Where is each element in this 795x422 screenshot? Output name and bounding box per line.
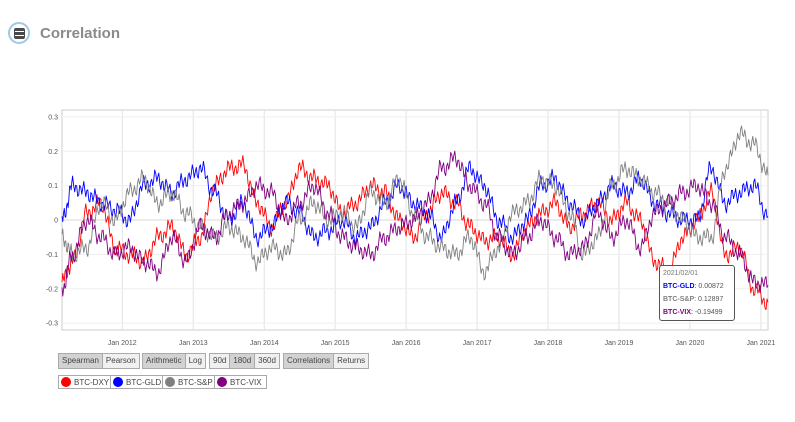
legend-label: BTC-GLD	[126, 377, 162, 387]
x-tick-label: Jan 2015	[321, 340, 350, 347]
x-tick-label: Jan 2016	[392, 340, 421, 347]
legend-label: BTC-S&P	[178, 377, 213, 387]
x-tick-label: Jan 2021	[746, 340, 775, 347]
tooltip-series-label: BTC-VIX	[663, 309, 691, 316]
log-button[interactable]: Log	[188, 356, 202, 365]
x-tick-label: Jan 2012	[108, 340, 137, 347]
window-360d-button[interactable]: 360d	[258, 356, 276, 365]
legend-label: BTC-VIX	[230, 377, 262, 387]
y-tick-label: -0.2	[46, 286, 58, 293]
series-line-btc-vix	[61, 150, 769, 297]
window-toggle: 90d 180d 360d	[209, 353, 280, 369]
spearman-button[interactable]: Spearman	[59, 354, 103, 368]
tooltip-value: 0.00872	[698, 283, 724, 290]
tooltip-value: 0.12897	[698, 296, 724, 303]
tooltip-series-label: BTC-S&P	[663, 296, 695, 303]
chart-tooltip: 2021/02/01 BTC-GLD: 0.00872 BTC-S&P: 0.1…	[659, 265, 735, 321]
y-tick-label: 0.3	[48, 114, 58, 121]
legend-item-btc-dxy[interactable]: BTC-DXY	[58, 375, 115, 389]
y-tick-label: -0.3	[46, 321, 58, 328]
correlations-button[interactable]: Correlations	[284, 354, 335, 368]
legend-item-btc-vix[interactable]: BTC-VIX	[214, 375, 267, 389]
tooltip-row-btc-gld: BTC-GLD: 0.00872	[663, 283, 724, 290]
pearson-button[interactable]: Pearson	[105, 356, 136, 365]
x-tick-label: Jan 2013	[179, 340, 208, 347]
y-tick-label: 0.2	[48, 149, 58, 156]
legend-dot-icon	[61, 377, 71, 387]
page-header: Correlation	[8, 22, 120, 44]
arithmetic-button[interactable]: Arithmetic	[143, 354, 186, 368]
y-tick-label: 0.1	[48, 183, 58, 190]
series-line-btc-s-p	[61, 125, 769, 281]
returns-button[interactable]: Returns	[337, 356, 366, 365]
x-tick-label: Jan 2020	[676, 340, 705, 347]
correlation-chart: Jan 2012 Jan 2013 Jan 2014 Jan 2015 Jan 2016…	[46, 109, 775, 347]
legend-dot-icon	[217, 377, 227, 387]
window-180d-button[interactable]: 180d	[230, 354, 256, 368]
legend-dot-icon	[165, 377, 175, 387]
tooltip-value: -0.19499	[694, 309, 723, 316]
tooltip-row-btc-sp: BTC-S&P: 0.12897	[663, 296, 724, 303]
legend-label: BTC-DXY	[74, 377, 110, 387]
legend-dot-icon	[113, 377, 123, 387]
x-tick-label: Jan 2014	[250, 340, 279, 347]
series-line-btc-gld	[61, 160, 769, 248]
database-icon	[8, 22, 30, 44]
y-tick-label: 0	[54, 218, 58, 225]
tooltip-date: 2021/02/01	[663, 270, 699, 277]
method-toggle: Spearman Pearson	[58, 353, 140, 369]
scale-toggle: Arithmetic Log	[142, 353, 206, 369]
y-tick-label: -0.1	[46, 252, 58, 259]
view-toggle: Correlations Returns	[283, 353, 370, 369]
tooltip-series-label: BTC-GLD	[663, 283, 695, 290]
tooltip-row-btc-vix: BTC-VIX: -0.19499	[663, 309, 723, 316]
x-tick-label: Jan 2019	[605, 340, 634, 347]
window-90d-button[interactable]: 90d	[210, 354, 231, 368]
x-tick-label: Jan 2017	[463, 340, 492, 347]
x-tick-label: Jan 2018	[534, 340, 563, 347]
legend-item-btc-gld[interactable]: BTC-GLD	[110, 375, 167, 389]
legend-item-btc-sp[interactable]: BTC-S&P	[162, 375, 218, 389]
page-title: Correlation	[40, 24, 121, 42]
